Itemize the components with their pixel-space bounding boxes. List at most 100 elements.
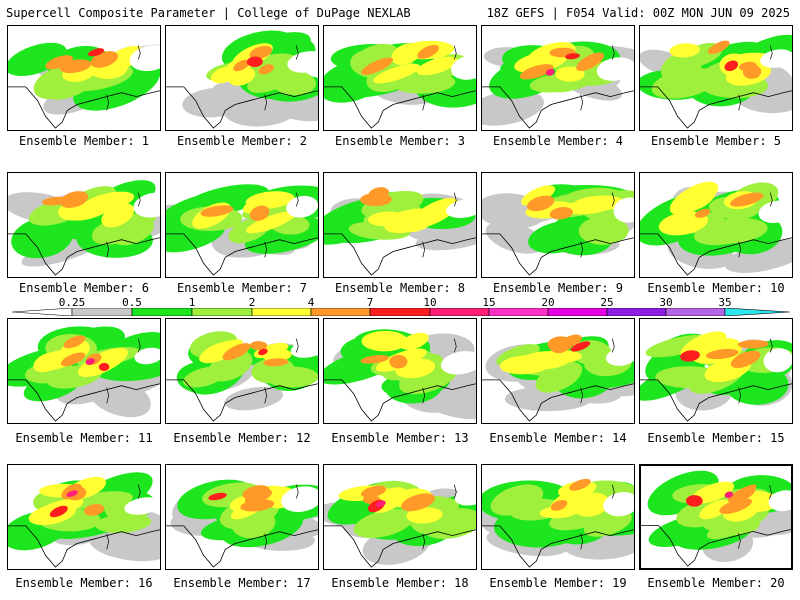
state-boundary [738,192,773,258]
colorbar-segment [665,308,726,316]
scp-field [482,478,634,560]
ensemble-map-panel[interactable] [481,464,635,570]
coastline [324,233,476,276]
ensemble-map-panel[interactable] [481,25,635,131]
state-boundary [422,338,457,404]
scp-field [640,331,792,411]
scp-field [324,187,476,251]
ensemble-map-panel[interactable] [165,25,319,131]
scp-field [8,180,160,267]
ensemble-map-panel[interactable] [639,464,793,570]
scp-field [324,480,476,565]
ensemble-member-caption: Ensemble Member: 8 [334,281,466,295]
ensemble-member-caption: Ensemble Member: 2 [176,134,308,148]
ensemble-map-panel[interactable] [639,318,793,424]
colorbar-tick-label: 0.25 [58,296,86,309]
ensemble-map-panel[interactable] [7,464,161,570]
ensemble-member-caption: Ensemble Member: 14 [489,431,627,445]
ensemble-map [641,470,791,567]
ensemble-member-caption: Ensemble Member: 9 [492,281,624,295]
coastline [482,379,634,422]
state-boundary [264,338,299,404]
ensemble-map [482,478,634,568]
colorbar-segment [488,308,549,316]
ensemble-member-caption: Ensemble Member: 20 [647,576,785,590]
scp-field [324,40,476,108]
ensemble-member-caption: Ensemble Member: 10 [647,281,785,295]
colorbar-segment [369,308,431,316]
ensemble-map [166,331,318,422]
coastline [324,379,476,422]
ensemble-map [166,30,318,129]
colorbar-segment [191,308,253,316]
ensemble-map-panel[interactable] [7,25,161,131]
colorbar-tick-label: 0.5 [122,296,142,309]
state-boundary [264,484,299,550]
ensemble-map [8,472,160,568]
ensemble-map-panel[interactable] [165,172,319,278]
ensemble-map-panel[interactable] [165,464,319,570]
ensemble-map-panel[interactable] [639,172,793,278]
colorbar-segment [131,308,193,316]
coastline [482,86,634,129]
scp-field [166,184,318,258]
ensemble-member-caption: Ensemble Member: 1 [18,134,150,148]
ensemble-member-caption: Ensemble Member: 6 [18,281,150,295]
state-boundary [264,45,299,111]
state-boundary [738,485,772,549]
colorbar-arrow-low [12,308,73,316]
state-boundary [422,192,457,258]
ensemble-map [166,479,318,568]
ensemble-map [324,187,476,276]
colorbar-tick-label: 10 [423,296,437,309]
ensemble-map-panel[interactable] [7,318,161,424]
ensemble-map-panel[interactable] [323,464,477,570]
ensemble-map-panel[interactable] [323,318,477,424]
ensemble-map [482,334,634,422]
scp-field [170,479,318,551]
state-boundary [106,338,141,404]
ensemble-member-caption: Ensemble Member: 11 [15,431,153,445]
ensemble-map-panel[interactable] [323,25,477,131]
ensemble-map-panel[interactable] [481,172,635,278]
coastline [640,379,792,422]
ensemble-member-caption: Ensemble Member: 17 [173,576,311,590]
scp-field [8,42,160,115]
state-boundary [580,192,615,258]
ensemble-map [166,184,318,276]
ensemble-map [482,41,634,129]
colorbar-segment [429,308,490,316]
scp-field [640,181,792,273]
ensemble-map-panel[interactable] [481,318,635,424]
ensemble-map-panel[interactable] [323,172,477,278]
ensemble-map-panel[interactable] [639,25,793,131]
coastline [166,379,318,422]
color-scale-bar [12,308,790,316]
colorbar-segment [251,308,312,316]
ensemble-map [324,40,476,129]
ensemble-map [324,329,476,422]
ensemble-map [8,180,160,276]
state-boundary [422,45,457,111]
coastline [641,525,791,567]
colorbar-segment [547,308,608,316]
ensemble-member-caption: Ensemble Member: 4 [492,134,624,148]
state-boundary [106,484,141,550]
colorbar-tick-label: 2 [248,296,256,309]
coastline [324,86,476,129]
coastline [640,86,792,129]
ensemble-member-caption: Ensemble Member: 15 [647,431,785,445]
ensemble-member-caption: Ensemble Member: 3 [334,134,466,148]
colorbar-tick-label: 20 [541,296,555,309]
scp-field [482,41,634,126]
scp-field [8,326,160,418]
ensemble-map [324,480,476,568]
ensemble-map-panel[interactable] [165,318,319,424]
state-boundary [738,338,773,404]
ensemble-member-caption: Ensemble Member: 5 [650,134,782,148]
scp-field [8,472,160,562]
state-boundary [580,338,615,404]
ensemble-map-panel[interactable] [7,172,161,278]
ensemble-member-caption: Ensemble Member: 16 [15,576,153,590]
state-boundary [264,192,299,258]
